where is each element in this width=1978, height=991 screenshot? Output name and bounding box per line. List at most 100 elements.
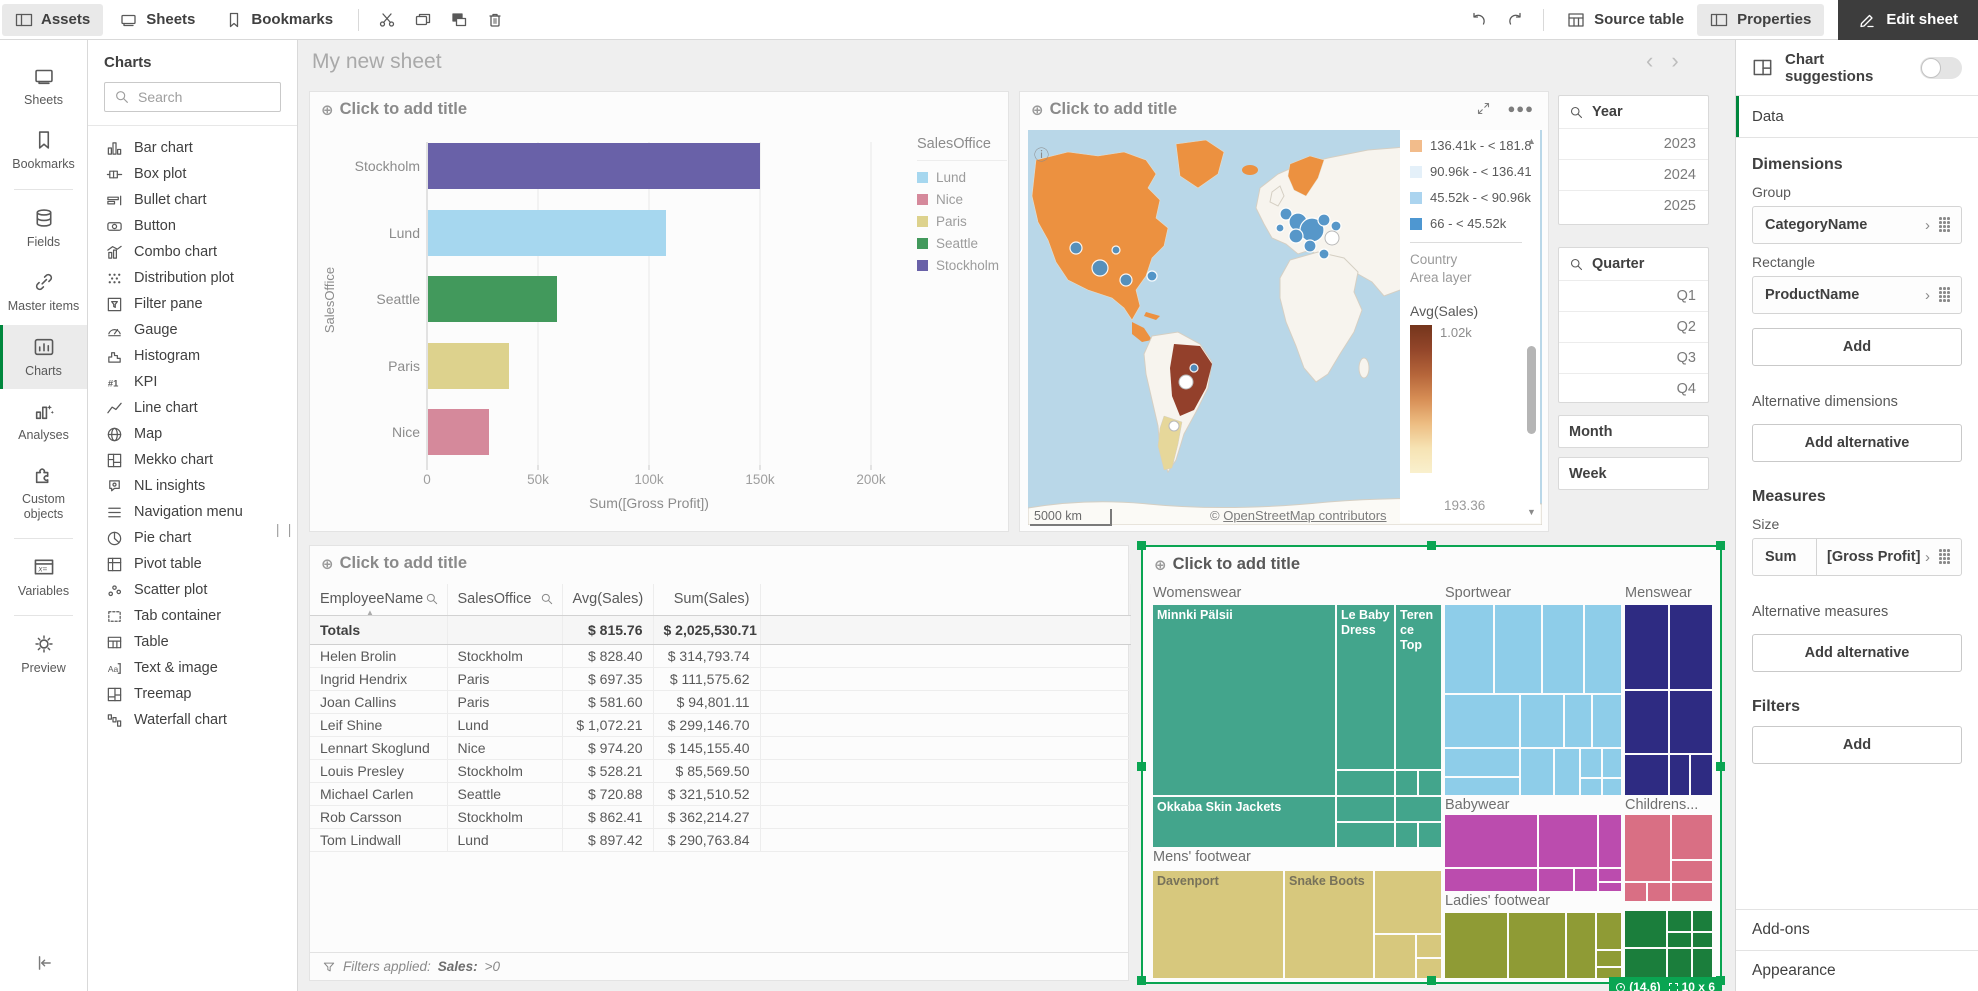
treemap-leaf-labeled[interactable]: Terence Top xyxy=(1396,605,1441,769)
sidebar-item-variables[interactable]: x= Variables xyxy=(0,545,87,609)
column-header-employeename[interactable]: EmployeeName ▲ xyxy=(310,584,448,617)
treemap-chart-object-selected[interactable]: ⊕ Click to add title Womenswear Sportwear… xyxy=(1137,541,1725,991)
sidebar-item-preview[interactable]: Preview xyxy=(0,622,87,686)
quarter-value-q1[interactable]: Q1 xyxy=(1559,280,1708,311)
chart-type-gauge[interactable]: Gauge xyxy=(88,317,297,343)
map-legend-class-1[interactable]: 90.96k - < 136.41 xyxy=(1410,164,1532,179)
treemap-leaf[interactable] xyxy=(1672,861,1712,881)
year-filter-header[interactable]: Year xyxy=(1559,96,1708,128)
treemap-group-header[interactable]: Womenswear xyxy=(1153,585,1242,601)
edit-sheet-button[interactable]: Edit sheet xyxy=(1838,0,1978,40)
more-options-icon[interactable]: ●●● xyxy=(1507,101,1534,116)
treemap-leaf[interactable] xyxy=(1599,815,1621,867)
treemap-leaf[interactable] xyxy=(1668,949,1691,978)
treemap-leaf[interactable] xyxy=(1599,883,1621,891)
treemap-leaf[interactable] xyxy=(1521,749,1553,795)
treemap-leaf[interactable] xyxy=(1625,755,1668,795)
chart-type-table[interactable]: Table xyxy=(88,629,297,655)
treemap-leaf[interactable] xyxy=(1648,883,1670,901)
treemap-leaf[interactable] xyxy=(1581,749,1601,777)
table-row[interactable]: Helen Brolin Stockholm $ 828.40 $ 314,793.7… xyxy=(310,644,1131,668)
treemap-leaf[interactable] xyxy=(1417,935,1441,957)
add-filter-button[interactable]: Add xyxy=(1752,726,1962,764)
chart-type-tab-container[interactable]: Tab container xyxy=(88,603,297,629)
sidebar-item-analyses[interactable]: Analyses xyxy=(0,389,87,453)
treemap-leaf[interactable] xyxy=(1495,605,1541,693)
legend-item-lund[interactable]: Lund xyxy=(917,170,1007,185)
treemap-leaf[interactable] xyxy=(1597,968,1621,978)
treemap-leaf[interactable] xyxy=(1672,815,1712,859)
treemap-leaf[interactable] xyxy=(1419,771,1441,795)
table-row[interactable]: Rob Carsson Stockholm $ 862.41 $ 362,214.27 xyxy=(310,805,1131,829)
treemap-leaf[interactable] xyxy=(1693,933,1712,947)
treemap-leaf[interactable] xyxy=(1555,749,1579,795)
chart-type-bullet-chart[interactable]: Bullet chart xyxy=(88,187,297,213)
map-legend-class-0[interactable]: 136.41k - < 181.8 xyxy=(1410,138,1532,153)
osm-attribution-link[interactable]: OpenStreetMap contributors xyxy=(1223,508,1387,523)
treemap-leaf[interactable] xyxy=(1565,695,1591,747)
add-alternative-dimension-button[interactable]: Add alternative xyxy=(1752,424,1962,462)
treemap-group-header[interactable]: Ladies' footwear xyxy=(1445,893,1551,909)
treemap-leaf[interactable] xyxy=(1396,771,1417,795)
treemap-leaf[interactable] xyxy=(1396,797,1441,821)
addons-section-header[interactable]: Add-ons xyxy=(1736,909,1978,950)
treemap-leaf[interactable] xyxy=(1445,913,1507,978)
treemap-leaf[interactable] xyxy=(1691,755,1712,795)
quarter-value-q4[interactable]: Q4 xyxy=(1559,373,1708,402)
treemap-leaf[interactable] xyxy=(1668,933,1691,947)
toolbar-tab-bookmarks[interactable]: Bookmarks xyxy=(212,4,346,36)
year-value-2023[interactable]: 2023 xyxy=(1559,128,1708,159)
treemap-leaf[interactable] xyxy=(1625,911,1666,947)
treemap-leaf[interactable] xyxy=(1670,755,1689,795)
dimension-chip-categoryname[interactable]: CategoryName › xyxy=(1752,206,1962,244)
quarter-filter-header[interactable]: Quarter xyxy=(1559,248,1708,280)
treemap-leaf[interactable] xyxy=(1375,871,1441,933)
treemap-leaf[interactable] xyxy=(1585,605,1621,693)
column-header-avg-sales[interactable]: Avg(Sales) xyxy=(562,584,654,616)
treemap-leaf[interactable] xyxy=(1603,749,1621,777)
selection-resize-handle[interactable] xyxy=(1716,762,1725,771)
sidebar-item-sheets[interactable]: Sheets xyxy=(0,54,87,118)
measure-chip-gross-profit[interactable]: Sum [Gross Profit] › xyxy=(1752,538,1962,576)
selection-resize-handle[interactable] xyxy=(1716,541,1725,550)
map-legend-class-3[interactable]: 66 - < 45.52k xyxy=(1410,216,1522,231)
treemap-leaf[interactable] xyxy=(1599,869,1621,881)
treemap-group-header[interactable]: Sportwear xyxy=(1445,585,1512,601)
treemap-leaf[interactable] xyxy=(1581,779,1601,795)
chart-suggestions-toggle[interactable] xyxy=(1920,56,1962,79)
year-value-2025[interactable]: 2025 xyxy=(1559,190,1708,221)
panel-resize-handle[interactable]: ❘❘ xyxy=(272,522,296,537)
treemap-leaf[interactable] xyxy=(1521,695,1563,747)
year-filter-listbox[interactable]: Year 2023 2024 2025 xyxy=(1558,95,1709,225)
treemap-leaf[interactable] xyxy=(1445,815,1537,867)
treemap-leaf[interactable] xyxy=(1597,951,1621,966)
treemap-leaf[interactable] xyxy=(1417,959,1441,978)
chart-type-map[interactable]: Map xyxy=(88,421,297,447)
treemap-leaf-labeled[interactable]: Snake Boots xyxy=(1285,871,1373,978)
sidebar-item-master-items[interactable]: Master items xyxy=(0,260,87,324)
chart-type-text-image[interactable]: Aa Text & image xyxy=(88,655,297,681)
chart-type-mekko-chart[interactable]: Mekko chart xyxy=(88,447,297,473)
collapse-sidebar-button[interactable] xyxy=(0,939,87,991)
treemap-leaf[interactable] xyxy=(1693,911,1712,931)
treemap-leaf-labeled[interactable]: Davenport xyxy=(1153,871,1283,978)
treemap-leaf-labeled[interactable]: Minnki Pälsii xyxy=(1153,605,1335,795)
chart-type-kpi[interactable]: #1 KPI xyxy=(88,369,297,395)
copy-button[interactable] xyxy=(405,4,441,36)
treemap-leaf[interactable] xyxy=(1543,605,1583,693)
treemap-leaf[interactable] xyxy=(1603,779,1621,795)
column-header-sum-sales[interactable]: Sum(Sales) xyxy=(653,584,761,616)
treemap-leaf[interactable] xyxy=(1445,869,1537,891)
quarter-value-q3[interactable]: Q3 xyxy=(1559,342,1708,373)
selection-resize-handle[interactable] xyxy=(1137,541,1146,550)
treemap-leaf[interactable] xyxy=(1539,815,1597,867)
table-row[interactable]: Ingrid Hendrix Paris $ 697.35 $ 111,575.62 xyxy=(310,667,1131,691)
toolbar-tab-assets[interactable]: Assets xyxy=(2,3,104,36)
add-dimension-button[interactable]: Add xyxy=(1752,328,1962,366)
chart-type-waterfall-chart[interactable]: Waterfall chart xyxy=(88,707,297,733)
bar-chart-title-placeholder[interactable]: ⊕ Click to add title xyxy=(321,100,468,119)
treemap-title-placeholder[interactable]: ⊕ Click to add title xyxy=(1154,555,1301,574)
treemap-group-header[interactable]: Babywear xyxy=(1445,797,1510,813)
source-table-button[interactable]: Source table xyxy=(1554,4,1697,36)
chart-type-histogram[interactable]: Histogram xyxy=(88,343,297,369)
